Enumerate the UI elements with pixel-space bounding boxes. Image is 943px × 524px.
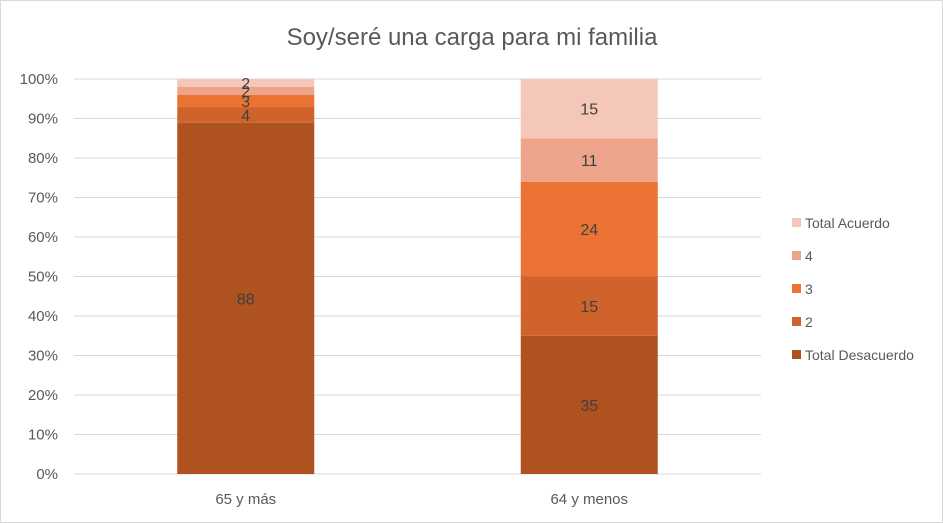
- y-tick-label: 0%: [36, 466, 58, 483]
- data-label: 24: [580, 222, 598, 239]
- y-axis-tick-labels: 0% 10% 20% 30% 40% 50% 60% 70% 80% 90% 100%: [20, 71, 58, 483]
- data-label: 2: [241, 84, 250, 101]
- y-tick-label: 60%: [28, 229, 58, 246]
- data-label: 3: [241, 94, 250, 111]
- legend-swatch: [792, 251, 801, 260]
- y-tick-label: 40%: [28, 308, 58, 325]
- bar-segment: [177, 122, 315, 474]
- y-tick-label: 80%: [28, 150, 58, 167]
- chart-title: Soy/seré una carga para mi familia: [287, 24, 658, 51]
- x-category-label: 64 y menos: [550, 491, 628, 508]
- data-label: 15: [580, 102, 598, 119]
- y-tick-label: 20%: [28, 387, 58, 404]
- data-label: 4: [241, 108, 250, 125]
- data-label: 88: [237, 291, 255, 308]
- data-label: 11: [581, 153, 598, 170]
- legend-swatch: [792, 350, 801, 359]
- bar-segment: [520, 138, 658, 182]
- legend-label: 2: [805, 314, 813, 330]
- legend-swatch: [792, 218, 801, 227]
- gridlines: [74, 78, 761, 475]
- data-label: 15: [580, 299, 598, 316]
- y-tick-label: 30%: [28, 348, 58, 365]
- legend-label: Total Desacuerdo: [805, 347, 914, 363]
- x-category-label: 65 y más: [215, 491, 276, 508]
- bar-segment: [177, 86, 315, 95]
- legend-swatch: [792, 284, 801, 293]
- bars: [177, 79, 658, 474]
- bar-segment: [520, 335, 658, 474]
- y-tick-label: 100%: [20, 71, 58, 88]
- legend: Total Acuerdo 4 3 2 Total Desacuerdo: [792, 215, 914, 363]
- y-tick-label: 50%: [28, 269, 58, 286]
- bar-segment: [177, 79, 315, 87]
- legend-swatch: [792, 317, 801, 326]
- legend-label: 3: [805, 281, 813, 297]
- legend-label: Total Acuerdo: [805, 215, 890, 231]
- y-tick-label: 70%: [28, 190, 58, 207]
- bar-segment: [177, 106, 315, 123]
- bar-segment: [520, 276, 658, 336]
- legend-label: 4: [805, 248, 813, 264]
- x-axis-category-labels: 65 y más 64 y menos: [215, 491, 628, 508]
- bar-segment: [177, 94, 315, 107]
- y-tick-label: 10%: [28, 427, 58, 444]
- bar-segment: [520, 181, 658, 277]
- data-label: 35: [580, 398, 598, 415]
- data-label: 2: [241, 76, 250, 93]
- bar-segment: [520, 79, 658, 139]
- y-tick-label: 90%: [28, 111, 58, 128]
